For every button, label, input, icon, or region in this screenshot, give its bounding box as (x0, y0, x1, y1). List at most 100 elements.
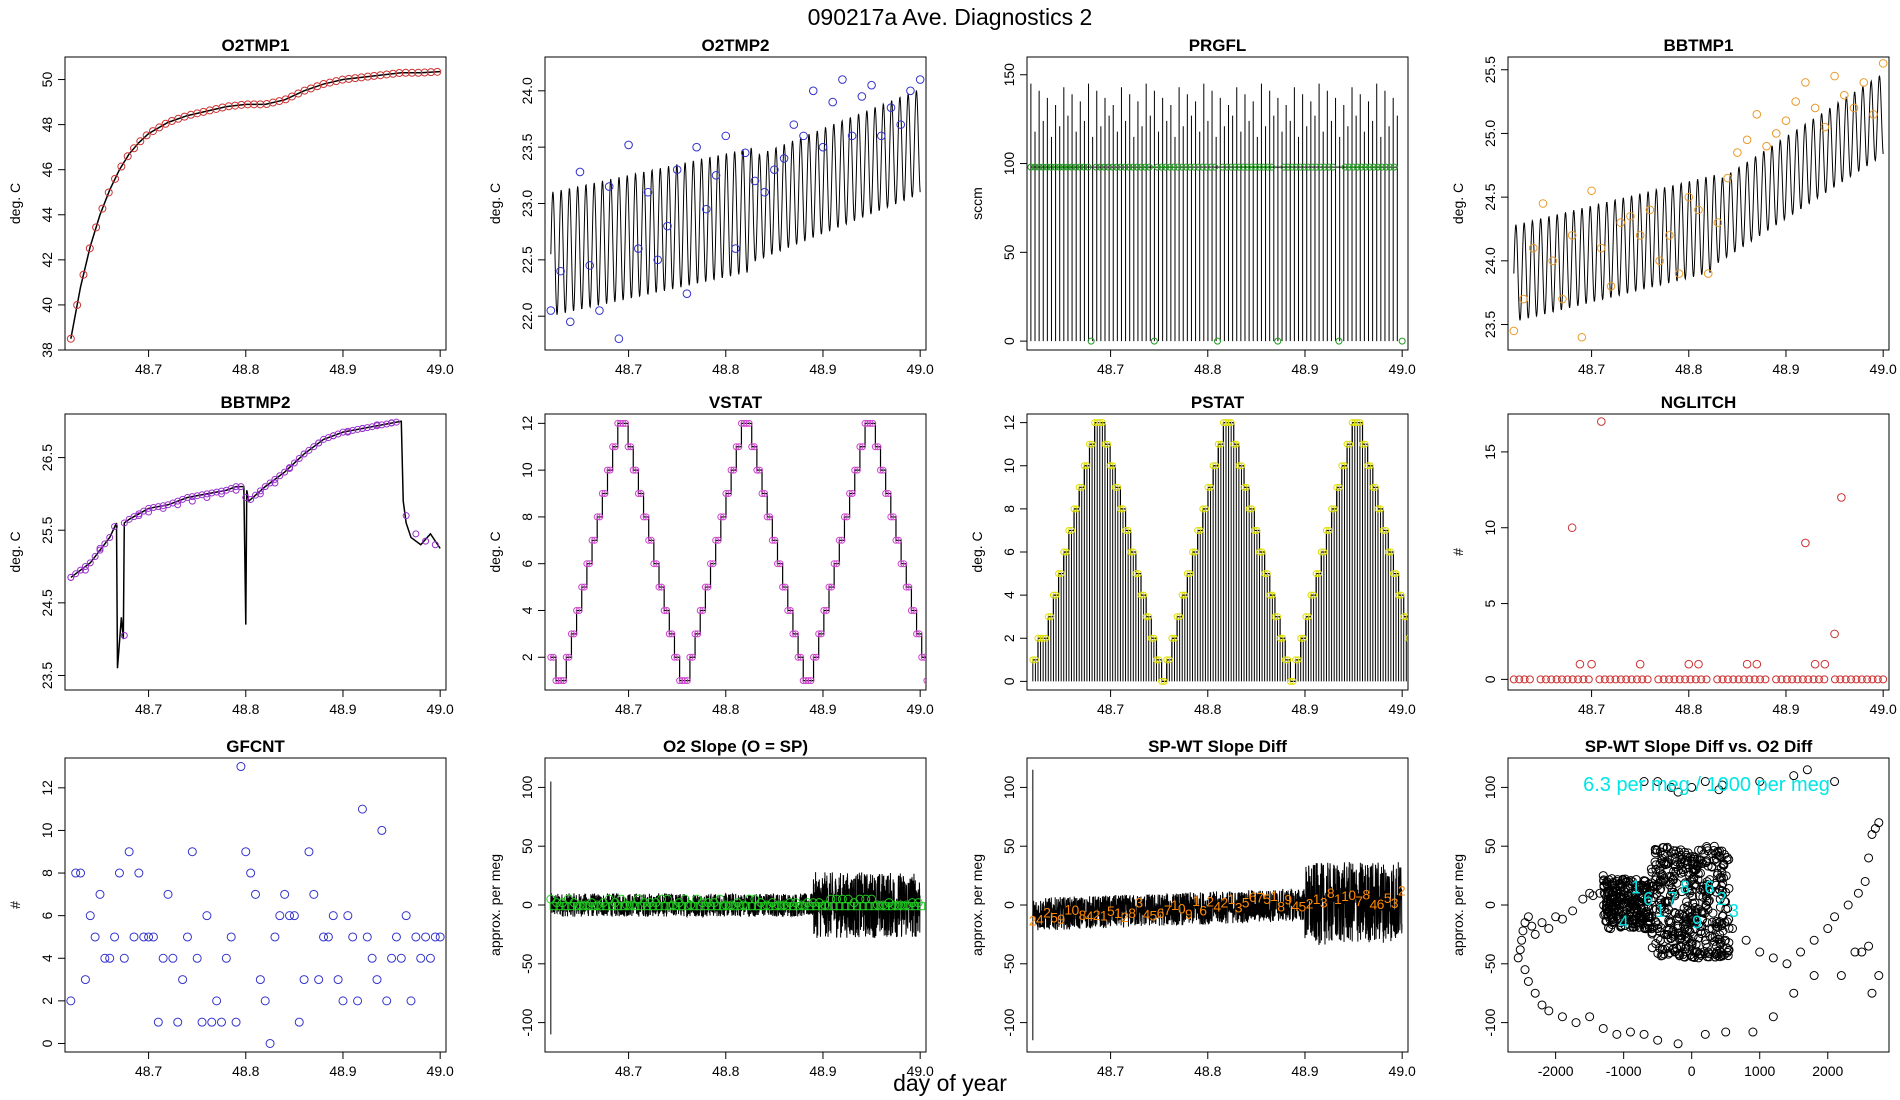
chart-title: O2TMP1 (221, 36, 289, 55)
y-tick-label: -50 (1482, 953, 1498, 973)
y-tick-label: 0 (39, 1039, 55, 1047)
data-point (1830, 675, 1839, 684)
data-point (81, 563, 89, 571)
data-point (1201, 505, 1209, 513)
data-point (1348, 419, 1356, 427)
data-point (1748, 1027, 1758, 1037)
data-point (1260, 163, 1268, 171)
data-point (1264, 163, 1272, 171)
data-digit: 2 (1093, 907, 1101, 923)
y-tick-label: 24.5 (39, 589, 55, 616)
chart-title: NGLITCH (1661, 393, 1737, 412)
data-point (1084, 163, 1092, 171)
data-point (1153, 163, 1161, 171)
data-point (640, 513, 648, 521)
data-point (653, 255, 663, 265)
data-point (557, 677, 565, 685)
data-point (329, 432, 337, 440)
data-point-square (841, 902, 850, 911)
data-point (1353, 163, 1361, 171)
data-point (1697, 675, 1706, 684)
y-axis-label: deg. C (487, 531, 503, 572)
data-point (1150, 337, 1158, 345)
data-point (231, 1017, 241, 1027)
data-point (281, 468, 289, 476)
data-point (422, 537, 430, 545)
data-point (815, 630, 823, 638)
data-point (1745, 675, 1754, 684)
data-point (1820, 659, 1830, 669)
data-point (897, 560, 905, 568)
data-point (1211, 163, 1219, 171)
data-point (1713, 868, 1723, 878)
data-point (1519, 294, 1528, 304)
data-point (363, 424, 371, 432)
data-point (1142, 613, 1150, 621)
data-point (570, 630, 578, 638)
data-point (1541, 675, 1550, 684)
data-point (1223, 163, 1231, 171)
data-point (1655, 868, 1665, 878)
data-point (585, 560, 593, 568)
data-point (1219, 419, 1227, 427)
data-point (120, 519, 128, 527)
plot-area (1509, 417, 1888, 684)
data-point (178, 975, 188, 985)
data-point (1752, 659, 1762, 669)
data-point (148, 932, 158, 942)
x-tick-label: 48.8 (1194, 361, 1221, 377)
data-point (1638, 675, 1647, 684)
data-point (1395, 591, 1403, 599)
data-point (1364, 462, 1372, 470)
data-point (902, 900, 912, 910)
data-point (309, 889, 319, 899)
data-point (1129, 163, 1137, 171)
data-point (1869, 110, 1878, 119)
data-point (808, 86, 818, 96)
data-point (1718, 911, 1728, 921)
data-point (1860, 876, 1870, 886)
data-point (1402, 613, 1408, 621)
data-point (761, 490, 769, 498)
data-digit: 1 (1270, 888, 1278, 904)
y-axis-label: deg. C (969, 531, 985, 572)
data-point (1675, 850, 1685, 860)
data-point (1689, 864, 1699, 874)
data-point (81, 566, 89, 574)
y-tick-label: 8 (519, 513, 535, 521)
data-point (1544, 1006, 1554, 1016)
data-point (388, 419, 396, 427)
data-point (735, 443, 743, 451)
x-tick-label: 48.8 (232, 701, 259, 717)
data-point (1289, 677, 1297, 685)
chart-spwt: SP-WT Slope Diff approx. per meg 48.7 48.8 4… (969, 737, 1416, 1079)
data-digit: 2 (1121, 909, 1129, 925)
y-tick-label: 50 (1482, 838, 1498, 854)
data-point (818, 142, 828, 152)
data-digit: 4 (1291, 898, 1299, 914)
data-digit: 0 (1348, 887, 1356, 903)
data-point (217, 487, 225, 495)
data-point (1520, 675, 1529, 684)
data-point (696, 606, 704, 614)
data-point (1697, 845, 1707, 855)
data-point (1605, 914, 1615, 924)
data-point (598, 490, 606, 498)
data-point (406, 996, 416, 1006)
data-point (632, 466, 640, 474)
data-point (106, 533, 114, 541)
data-point (1625, 1027, 1635, 1037)
data-point (255, 975, 265, 985)
data-point (923, 677, 926, 685)
data-point (1850, 947, 1860, 957)
data-point (1392, 570, 1400, 578)
data-point (1639, 1029, 1649, 1039)
data-point (721, 131, 731, 141)
data-point (159, 504, 167, 512)
data-digit: 4 (1213, 898, 1221, 914)
plot-area (546, 781, 926, 1035)
y-tick-label: 4 (39, 954, 55, 962)
data-point (362, 932, 372, 942)
data-point (1407, 637, 1408, 639)
data-point (1307, 591, 1315, 599)
